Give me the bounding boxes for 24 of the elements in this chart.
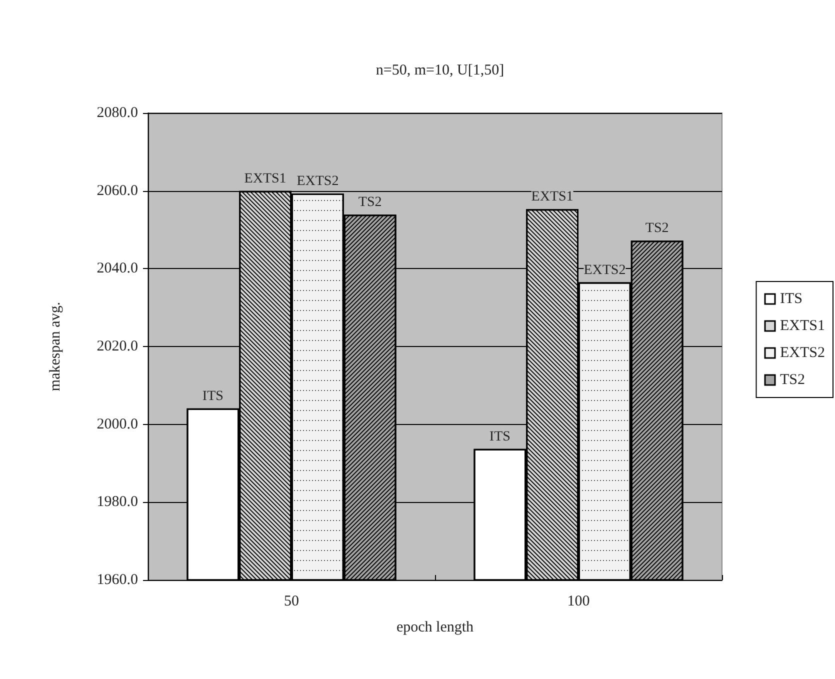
- y-tick-label: 2080.0: [96, 105, 138, 121]
- chart-title: n=50, m=10, U[1,50]: [376, 62, 504, 78]
- legend-label: EXTS2: [780, 345, 825, 361]
- y-axis-title: makespan avg.: [48, 302, 64, 392]
- data-label: TS2: [358, 195, 382, 210]
- data-label: EXTS1: [531, 190, 574, 205]
- data-label: EXTS2: [584, 262, 626, 278]
- data-label: ITS: [202, 388, 224, 404]
- y-tick-label: 2060.0: [96, 182, 138, 199]
- data-label: EXTS2: [296, 174, 339, 190]
- legend-label: EXTS1: [780, 318, 825, 334]
- data-label: TS2: [645, 221, 669, 236]
- data-label: ITS: [489, 429, 510, 444]
- data-label: EXTS1: [244, 171, 286, 186]
- x-tick-label: 50: [284, 594, 299, 610]
- y-tick-label: 1960.0: [96, 572, 138, 588]
- y-tick-label: 2040.0: [96, 260, 138, 277]
- y-tick-label: 1980.0: [96, 494, 138, 510]
- legend-label: TS2: [780, 372, 806, 388]
- x-tick-label: 100: [567, 594, 590, 610]
- y-tick-label: 2020.0: [96, 338, 138, 354]
- y-tick-label: 2000.0: [96, 416, 138, 432]
- legend-label: ITS: [780, 291, 802, 307]
- x-axis-title: epoch length: [396, 620, 474, 636]
